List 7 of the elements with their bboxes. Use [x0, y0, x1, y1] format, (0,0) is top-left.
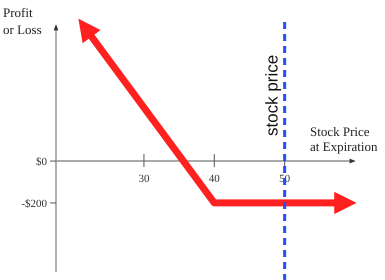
x-tick-label: 40	[208, 173, 220, 186]
x-tick-label: 30	[138, 173, 150, 186]
x-axis-title: Stock Price at Expiration	[310, 124, 378, 154]
y-tick-label: -$200	[21, 198, 48, 210]
ref-line-label: stock price	[262, 54, 282, 136]
y-tick-label: $0	[36, 156, 48, 168]
y-axis-title: Profit or Loss	[3, 5, 42, 37]
